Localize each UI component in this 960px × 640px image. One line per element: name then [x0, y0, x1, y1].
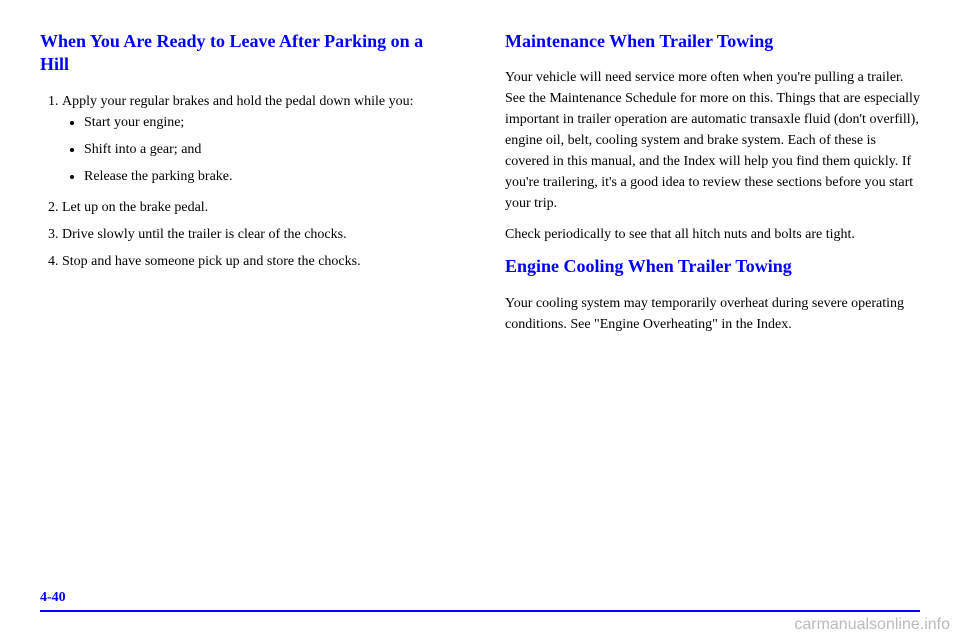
page-number: 4-40	[40, 590, 66, 605]
steps-list: Apply your regular brakes and hold the p…	[40, 91, 455, 272]
left-column: When You Are Ready to Leave After Parkin…	[40, 30, 455, 345]
page-container: When You Are Ready to Leave After Parkin…	[0, 0, 960, 345]
step-1-subitems: Start your engine; Shift into a gear; an…	[62, 112, 455, 187]
step-1-text: Apply your regular brakes and hold the p…	[62, 94, 413, 109]
subitem-3: Release the parking brake.	[84, 166, 455, 187]
subitem-1: Start your engine;	[84, 112, 455, 133]
watermark: carmanualsonline.info	[794, 616, 950, 634]
cooling-para: Your cooling system may temporarily over…	[505, 293, 920, 335]
heading-leave-hill: When You Are Ready to Leave After Parkin…	[40, 30, 455, 77]
maintenance-para-1: Your vehicle will need service more ofte…	[505, 67, 920, 214]
step-2: Let up on the brake pedal.	[62, 197, 455, 218]
page-footer: 4-40	[40, 588, 920, 612]
heading-engine-cooling: Engine Cooling When Trailer Towing	[505, 255, 920, 278]
right-column: Maintenance When Trailer Towing Your veh…	[505, 30, 920, 345]
step-4: Stop and have someone pick up and store …	[62, 251, 455, 272]
subitem-2: Shift into a gear; and	[84, 139, 455, 160]
maintenance-para-2: Check periodically to see that all hitch…	[505, 224, 920, 245]
step-1: Apply your regular brakes and hold the p…	[62, 91, 455, 187]
step-3: Drive slowly until the trailer is clear …	[62, 224, 455, 245]
heading-maintenance: Maintenance When Trailer Towing	[505, 30, 920, 53]
footer-rule	[40, 610, 920, 612]
